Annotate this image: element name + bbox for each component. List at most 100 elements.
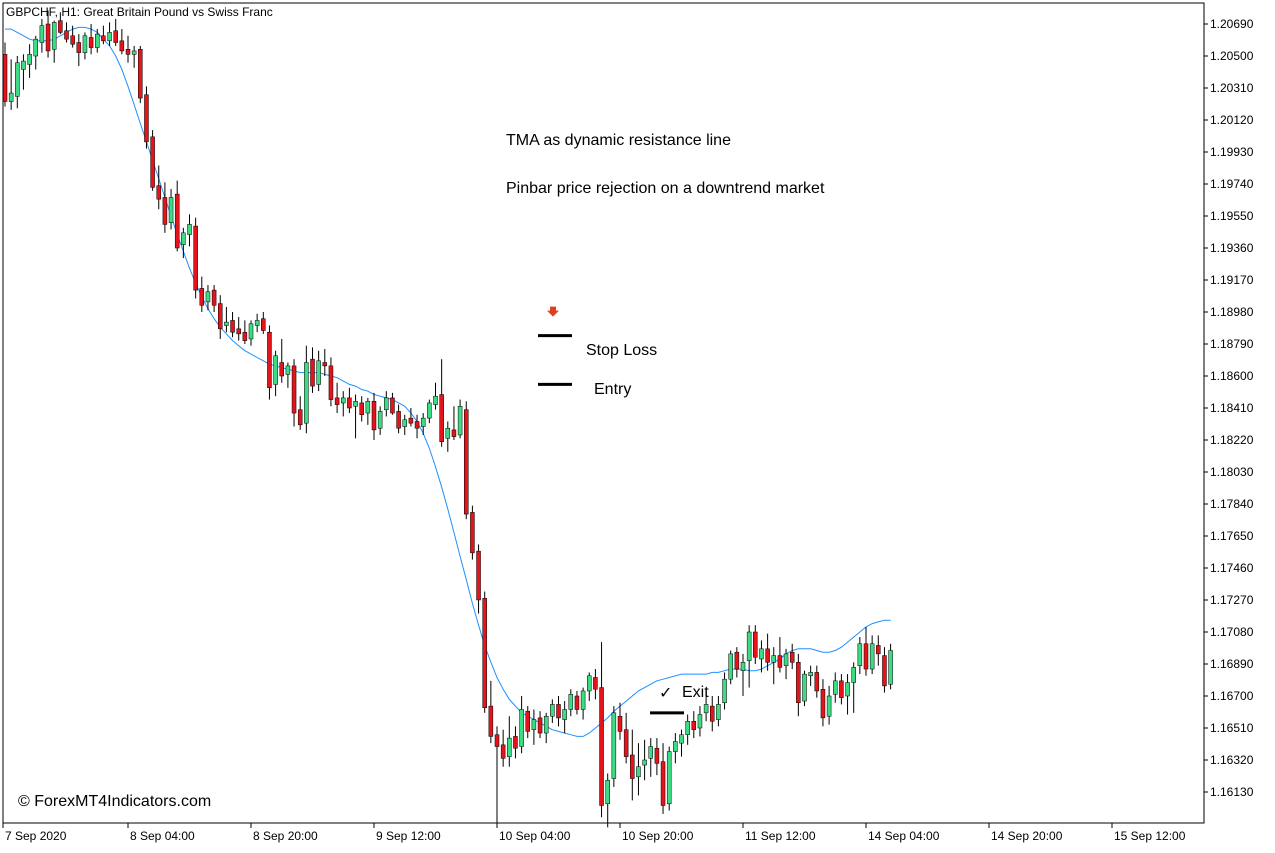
candle	[261, 312, 266, 334]
candle	[341, 391, 346, 417]
bear-candle-body	[710, 705, 715, 722]
bull-candle-body	[685, 721, 690, 735]
bull-candle-body	[543, 715, 549, 734]
y-tick-label: 1.19360	[1210, 241, 1254, 255]
bull-candle-body	[857, 643, 863, 666]
bull-candle-body	[33, 38, 38, 57]
candle	[648, 738, 653, 777]
candle	[888, 643, 893, 690]
bull-candle-body	[254, 320, 260, 326]
candle	[64, 22, 69, 43]
bear-candle-body	[814, 672, 820, 692]
bear-candle-body	[359, 402, 364, 415]
candle	[58, 12, 63, 35]
candle	[550, 699, 555, 723]
bear-candle-body	[310, 358, 315, 387]
bull-candle-body	[8, 92, 14, 102]
bull-candle-body	[507, 737, 512, 757]
bear-candle-body	[138, 49, 143, 99]
candle	[433, 382, 438, 410]
candle	[513, 726, 518, 759]
bull-candle-body	[746, 631, 752, 661]
bull-candle-body	[802, 673, 807, 702]
bear-candle-body	[199, 288, 205, 306]
candle	[39, 18, 45, 53]
candle	[722, 672, 727, 710]
bear-candle-body	[734, 651, 740, 670]
bear-candle-body	[691, 721, 697, 730]
candle	[716, 696, 721, 727]
bear-candle-body	[660, 761, 666, 806]
bull-candle-body	[39, 25, 45, 43]
candle	[623, 712, 629, 764]
candle	[33, 35, 38, 70]
candle	[150, 130, 155, 191]
bull-candle-body	[377, 411, 383, 429]
bear-candle-body	[156, 185, 161, 200]
bull-candle-body	[445, 427, 451, 439]
bear-candle-body	[574, 695, 580, 710]
bull-candle-body	[285, 365, 291, 375]
candle	[199, 276, 205, 312]
y-tick-label: 1.16890	[1210, 657, 1254, 671]
bear-candle-body	[279, 362, 284, 377]
bull-candle-body	[21, 60, 26, 70]
candle	[304, 345, 309, 434]
candle	[494, 726, 500, 823]
bear-candle-body	[556, 704, 561, 719]
candle	[574, 690, 580, 715]
candle	[101, 25, 106, 45]
bull-candle-body	[562, 709, 567, 720]
y-tick-label: 1.16130	[1210, 785, 1254, 799]
candle	[273, 350, 278, 397]
bear-candle-body	[70, 35, 75, 45]
candle	[587, 672, 592, 702]
candle	[488, 680, 494, 744]
candle	[562, 701, 567, 734]
y-tick-label: 1.18980	[1210, 305, 1254, 319]
bull-candle-body	[580, 690, 586, 710]
candle	[402, 414, 407, 435]
bear-candle-body	[863, 643, 869, 670]
candle	[144, 86, 149, 149]
candle	[740, 653, 746, 696]
y-tick-label: 1.20690	[1210, 17, 1254, 31]
candle	[666, 746, 672, 811]
bull-candle-body	[316, 360, 321, 385]
candle	[826, 685, 832, 725]
bear-candle-body	[765, 648, 770, 663]
bull-candle-body	[187, 224, 192, 235]
bear-candle-body	[236, 328, 241, 335]
plot-frame	[2, 2, 1205, 824]
candle	[88, 24, 94, 55]
candle	[783, 648, 789, 680]
bear-candle-body	[211, 289, 217, 306]
candle	[451, 406, 457, 440]
y-tick-label: 1.17650	[1210, 529, 1254, 543]
bull-candle-body	[273, 355, 278, 385]
candle	[21, 54, 26, 90]
candle	[734, 647, 740, 678]
bull-candle-body	[27, 54, 32, 65]
candle	[316, 350, 321, 392]
candle	[568, 689, 574, 717]
candle	[51, 20, 57, 63]
candle	[27, 44, 32, 78]
y-tick-label: 1.19930	[1210, 145, 1254, 159]
candle	[876, 635, 881, 666]
candle	[882, 647, 887, 693]
candle	[218, 295, 223, 339]
candle	[420, 413, 426, 435]
entry-label: Entry	[594, 381, 631, 398]
x-tick-label: 8 Sep 04:00	[130, 829, 195, 843]
bull-candle-body	[636, 766, 641, 778]
candle	[697, 706, 703, 737]
bear-candle-body	[267, 331, 272, 389]
bear-candle-body	[242, 331, 248, 341]
bear-candle-body	[76, 42, 82, 53]
y-tick-label: 1.18600	[1210, 369, 1254, 383]
candle	[470, 505, 475, 560]
candle	[457, 399, 463, 439]
tma-note: TMA as dynamic resistance line	[506, 132, 731, 149]
candle	[408, 408, 414, 427]
